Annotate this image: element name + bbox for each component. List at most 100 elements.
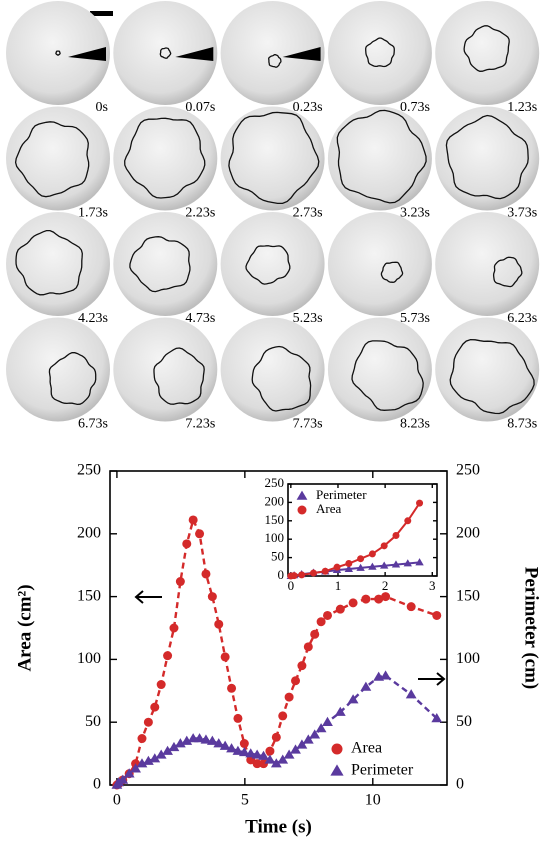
y2-tick-label: 250	[456, 462, 480, 479]
y2-tick-label: 150	[456, 587, 480, 604]
marker	[361, 595, 370, 604]
marker	[404, 517, 411, 524]
y-tick-label: 0	[93, 776, 101, 793]
marker	[336, 605, 345, 614]
marker	[297, 661, 306, 670]
marker	[195, 529, 204, 538]
marker	[227, 684, 236, 693]
frame-label: 6.73s	[78, 417, 108, 432]
frame-grid: 0s0.07s0.23s0.73s1.23s1.73s2.23s2.73s3.2…	[6, 1, 539, 432]
marker	[169, 624, 178, 633]
x-tick-label: 10	[365, 792, 381, 809]
marker	[392, 532, 399, 539]
y2-axis-title: Perimeter (cm)	[521, 567, 542, 690]
marker	[322, 717, 333, 726]
y-tick-label: 50	[85, 713, 101, 730]
y-tick-label: 200	[265, 493, 285, 508]
marker	[323, 611, 332, 620]
marker	[416, 500, 423, 507]
y-tick-label: 250	[265, 475, 285, 490]
marker	[176, 577, 185, 586]
frame-label: 8.23s	[400, 417, 430, 432]
marker	[150, 703, 159, 712]
y2-tick-label: 100	[456, 650, 480, 667]
marker	[240, 739, 249, 748]
marker	[137, 734, 146, 743]
petri-disc	[435, 212, 539, 316]
marker	[298, 571, 305, 578]
y2-tick-label: 50	[456, 713, 472, 730]
arrow-left	[136, 591, 162, 603]
legend-label: Area	[351, 740, 382, 757]
marker	[265, 747, 274, 756]
x-tick-label: 0	[113, 792, 121, 809]
marker	[285, 693, 294, 702]
legend-label: Perimeter	[351, 762, 414, 779]
marker	[304, 642, 313, 651]
y-axis-title: Area (cm²)	[14, 584, 35, 671]
marker	[310, 630, 319, 639]
figure: 0s0.07s0.23s0.73s1.23s1.73s2.23s2.73s3.2…	[0, 0, 554, 841]
marker	[182, 539, 191, 548]
y-tick-label: 100	[265, 530, 285, 545]
marker	[381, 592, 390, 601]
marker	[144, 718, 153, 727]
frame-label: 7.23s	[185, 417, 215, 432]
petri-disc	[328, 107, 432, 211]
marker	[349, 598, 358, 607]
page: {"frames": ["0s", "0.07s", "0.23s", "0.7…	[0, 0, 554, 841]
petri-disc	[328, 212, 432, 316]
petri-disc	[113, 107, 217, 211]
x-axis-title: Time (s)	[245, 816, 312, 837]
marker	[189, 515, 198, 524]
legend-label: Perimeter	[316, 487, 367, 502]
marker	[163, 651, 172, 660]
marker	[310, 570, 317, 577]
frame-label: 8.73s	[507, 417, 537, 432]
x-tick-label: 2	[382, 578, 389, 593]
marker	[334, 564, 341, 571]
petri-disc	[435, 318, 539, 422]
petri-disc	[221, 212, 325, 316]
petri-disc	[6, 107, 110, 211]
marker	[278, 711, 287, 720]
y-tick-label: 0	[278, 567, 285, 582]
marker	[233, 714, 242, 723]
petri-disc	[113, 318, 217, 422]
y-tick-label: 150	[77, 587, 101, 604]
marker	[357, 555, 364, 562]
frame-label: 7.73s	[293, 417, 323, 432]
marker	[221, 652, 230, 661]
marker	[291, 676, 300, 685]
petri-disc	[328, 318, 432, 422]
x-tick-label: 5	[241, 792, 249, 809]
marker	[291, 572, 298, 579]
marker	[432, 611, 441, 620]
y-tick-label: 100	[77, 650, 101, 667]
y2-tick-label: 200	[456, 524, 480, 541]
petri-disc	[221, 107, 325, 211]
petri-disc	[113, 212, 217, 316]
marker	[157, 680, 166, 689]
marker	[214, 620, 223, 629]
y2-tick-label: 0	[456, 776, 464, 793]
marker	[317, 617, 326, 626]
petri-disc	[221, 318, 325, 422]
marker	[380, 670, 391, 679]
petri-disc	[328, 1, 432, 105]
petri-disc	[6, 212, 110, 316]
y-tick-label: 200	[77, 524, 101, 541]
legend-marker	[330, 764, 343, 775]
marker	[201, 569, 210, 578]
marker	[369, 550, 376, 557]
legend-marker	[332, 744, 343, 755]
x-tick-label: 3	[429, 578, 436, 593]
marker	[272, 733, 281, 742]
arrow-right	[418, 673, 444, 685]
x-tick-label: 1	[335, 578, 342, 593]
marker	[322, 568, 329, 575]
marker	[345, 560, 352, 567]
y-tick-label: 150	[265, 512, 285, 527]
